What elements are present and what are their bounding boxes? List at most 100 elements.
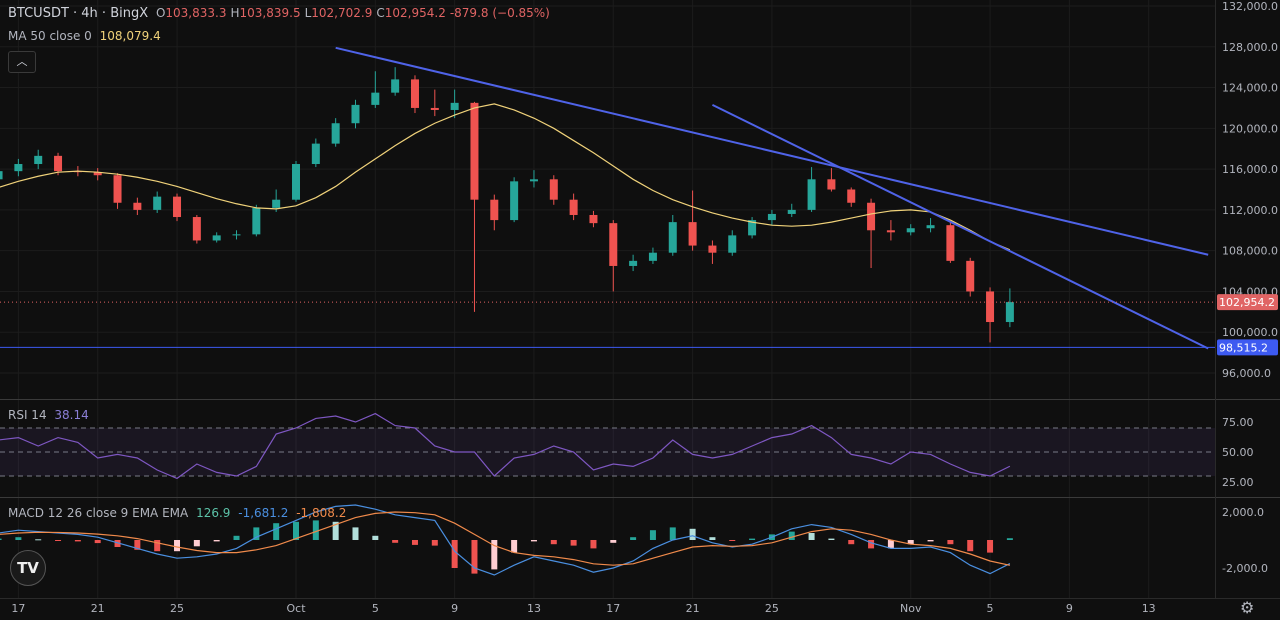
- macd-hist-bar: [630, 537, 637, 540]
- macd-hist-bar: [392, 540, 399, 543]
- macd-hist-bar: [273, 523, 280, 540]
- macd-hist-bar: [530, 540, 537, 542]
- macd-hist-bar: [868, 540, 875, 549]
- macd-hist-bar: [332, 521, 339, 540]
- macd-hist-bar: [669, 527, 676, 540]
- candle-body: [648, 252, 657, 261]
- candle: [966, 257, 975, 297]
- time-tick-label: Nov: [900, 602, 922, 615]
- macd-hist-bar: [967, 540, 974, 552]
- rsi-legend[interactable]: RSI 14 38.14: [8, 408, 93, 422]
- candle-body: [351, 104, 360, 124]
- candle-body: [767, 213, 776, 221]
- macd-hist-bar: [491, 540, 498, 570]
- macd-hist-bar: [689, 528, 696, 540]
- candle: [232, 230, 241, 240]
- low-value: 102,702.9: [311, 6, 373, 20]
- time-tick-label: Oct: [286, 602, 306, 615]
- candle: [272, 189, 281, 212]
- close-value: 102,954.2: [384, 6, 446, 20]
- candle: [906, 224, 915, 236]
- macd-signal-value: -1,808.2: [296, 506, 347, 520]
- macd-hist-bar: [610, 540, 617, 543]
- candle-body: [54, 155, 63, 172]
- macd-hist-bar: [590, 540, 597, 549]
- candle: [926, 218, 935, 233]
- macd-hist-bar: [253, 527, 260, 540]
- macd-hist-bar: [471, 540, 478, 574]
- price-legend: BTCUSDT · 4h · BingX O103,833.3 H103,839.…: [8, 6, 558, 21]
- macd-hist-bar: [312, 520, 319, 540]
- macd-hist-value: 126.9: [196, 506, 231, 520]
- candle-body: [192, 217, 201, 241]
- candle-body: [549, 179, 558, 200]
- macd-line: [0, 504, 1011, 576]
- candle-body: [430, 107, 439, 110]
- time-tick-label: 21: [686, 602, 700, 615]
- candle-body: [1005, 302, 1014, 323]
- time-tick-label: 25: [765, 602, 779, 615]
- macd-hist-bar: [709, 537, 716, 540]
- close-label: C: [376, 6, 385, 20]
- candle: [490, 194, 499, 231]
- candle: [589, 210, 598, 228]
- candle: [867, 198, 876, 268]
- macd-hist-bar: [729, 540, 736, 541]
- macd-hist-bar: [134, 540, 141, 550]
- candle-body: [629, 260, 638, 266]
- candle-body: [410, 79, 419, 108]
- candle: [748, 217, 757, 239]
- candle: [113, 173, 122, 209]
- macd-legend[interactable]: MACD 12 26 close 9 EMA EMA 126.9 -1,681.…: [8, 506, 350, 520]
- time-tick-label: 21: [91, 602, 105, 615]
- candle-body: [589, 214, 598, 224]
- time-tick-label: 9: [1066, 602, 1073, 615]
- candle-body: [14, 164, 23, 172]
- macd-hist-bar: [828, 538, 835, 540]
- symbol-title[interactable]: BTCUSDT · 4h · BingX: [8, 6, 149, 21]
- time-tick-label: 9: [451, 602, 458, 615]
- macd-hist-bar: [411, 540, 418, 545]
- candle-body: [252, 207, 261, 235]
- high-value: 103,839.5: [239, 6, 301, 20]
- candle: [986, 287, 995, 343]
- candle-body: [490, 199, 499, 221]
- macd-hist-bar: [174, 540, 181, 552]
- candle-body: [133, 202, 142, 210]
- candle: [14, 158, 23, 177]
- time-tick-label: 25: [170, 602, 184, 615]
- level-price-label: 98,515.2: [1219, 341, 1268, 354]
- candle-body: [311, 143, 320, 165]
- candle: [153, 191, 162, 213]
- open-value: 103,833.3: [165, 6, 227, 20]
- candle: [549, 175, 558, 205]
- candle-body: [93, 172, 102, 176]
- rsi-value: 38.14: [54, 408, 89, 422]
- macd-hist-bar: [511, 540, 518, 553]
- candle-body: [906, 228, 915, 233]
- macd-hist-bar: [570, 540, 577, 546]
- level-price-label-bg: [1217, 339, 1278, 356]
- candle-body: [470, 102, 479, 200]
- candle-body: [966, 260, 975, 292]
- macd-hist-bar: [808, 533, 815, 540]
- macd-hist-bar: [907, 540, 914, 545]
- macd-hist-bar: [94, 540, 101, 544]
- candle-body: [867, 202, 876, 231]
- candle-body: [173, 196, 182, 218]
- candle-body: [34, 155, 43, 165]
- candle-body: [232, 234, 241, 236]
- candle: [252, 204, 261, 237]
- candle-body: [510, 181, 519, 221]
- gear-icon[interactable]: ⚙: [1240, 598, 1255, 617]
- collapse-legend-button[interactable]: ︿: [8, 51, 36, 73]
- candle: [371, 71, 380, 108]
- ma-legend[interactable]: MA 50 close 0 108,079.4: [8, 29, 165, 43]
- candle-body: [926, 225, 935, 229]
- macd-hist-bar: [352, 527, 359, 540]
- price-tick-label: 100,000.0: [1222, 326, 1278, 339]
- tradingview-logo[interactable]: TV: [10, 550, 46, 586]
- candle: [450, 89, 459, 119]
- candle: [827, 168, 836, 192]
